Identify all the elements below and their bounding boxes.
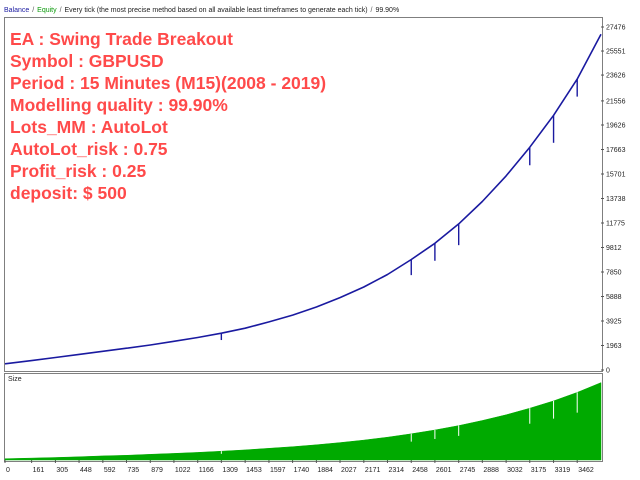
y-tick-label: 27476 [606,25,626,32]
x-tick-label: 1309 [222,467,238,474]
x-tick-label: 448 [80,467,92,474]
x-tick-label: 1884 [317,467,333,474]
x-tick-label: 1740 [294,467,310,474]
x-tick-label: 1453 [246,467,262,474]
overlay-symbol: Symbol : GBPUSD [10,51,164,71]
x-tick-label: 3032 [507,467,523,474]
y-tick-label: 11775 [606,221,625,228]
x-tick-label: 3319 [555,467,571,474]
x-tick-label: 1166 [199,467,214,474]
y-tick-label: 1963 [606,343,622,350]
x-tick-label: 1022 [175,467,191,474]
y-tick-label: 0 [606,368,610,375]
x-tick-label: 3462 [578,467,594,474]
x-tick-label: 879 [151,467,163,474]
chart-legend: Balance / Equity / Every tick (the most … [4,6,404,20]
y-tick-label: 5888 [606,294,622,301]
y-tick-label: 3925 [606,319,622,326]
y-tick-label: 25551 [606,49,626,56]
legend-equity: Equity [37,7,57,14]
x-tick-label: 592 [104,467,116,474]
y-tick-label: 9812 [606,245,622,252]
legend-separator: / [370,7,373,14]
overlay-profit-risk: Profit_risk : 0.25 [10,161,147,181]
legend-description: Every tick (the most precise method base… [64,7,368,14]
legend-quality: 99.90% [375,7,400,14]
overlay-lots-mm: Lots_MM : AutoLot [10,117,168,137]
y-tick-label: 23626 [606,73,626,80]
x-tick-label: 2745 [460,467,476,474]
overlay-modelling-quality: Modelling quality : 99.90% [10,95,228,115]
y-tick-label: 21556 [606,98,626,105]
x-tick-label: 305 [56,467,68,474]
x-tick-label: 2314 [388,467,404,474]
balance-line [4,33,602,365]
balance-chart-panel [4,17,603,372]
x-tick-label: 2888 [483,467,499,474]
y-tick-label: 7850 [606,270,622,277]
overlay-deposit: deposit: $ 500 [10,183,127,203]
legend-separator: / [59,7,62,14]
x-tick-label: 161 [33,467,45,474]
overlay-period: Period : 15 Minutes (M15)(2008 - 2019) [10,73,327,93]
size-area [4,382,602,461]
y-tick-label: 19626 [606,122,626,129]
size-panel-label: Size [8,376,22,383]
legend-separator: / [32,7,35,14]
legend-balance: Balance [4,7,30,14]
x-tick-label: 735 [127,467,139,474]
y-tick-label: 15701 [606,171,626,178]
overlay-ea-name: EA : Swing Trade Breakout [10,29,234,49]
x-tick-label: 0 [6,467,10,474]
x-tick-label: 2171 [365,467,381,474]
x-tick-label: 2027 [341,467,357,474]
y-tick-label: 13738 [606,196,626,203]
x-tick-label: 3175 [531,467,547,474]
y-tick-label: 17663 [606,147,626,154]
overlay-autolot-risk: AutoLot_risk : 0.75 [10,139,168,159]
x-tick-label: 1597 [270,467,286,474]
x-tick-label: 2458 [412,467,428,474]
x-tick-label: 2601 [436,467,452,474]
